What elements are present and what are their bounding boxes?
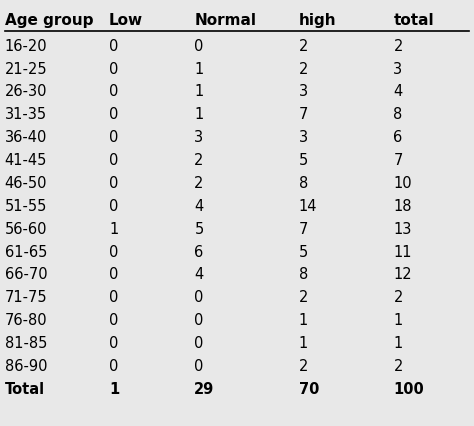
Text: 8: 8 <box>299 176 308 191</box>
Text: 0: 0 <box>109 291 118 305</box>
Text: 5: 5 <box>299 245 308 259</box>
Text: 1: 1 <box>109 222 118 237</box>
Text: 0: 0 <box>194 39 204 54</box>
Text: 0: 0 <box>194 291 204 305</box>
Text: Age group: Age group <box>5 13 93 28</box>
Text: 18: 18 <box>393 199 412 214</box>
Text: 1: 1 <box>194 84 204 99</box>
Text: 36-40: 36-40 <box>5 130 47 145</box>
Text: 0: 0 <box>109 313 118 328</box>
Text: 0: 0 <box>109 61 118 77</box>
Text: 0: 0 <box>109 336 118 351</box>
Text: 1: 1 <box>194 107 204 122</box>
Text: 29: 29 <box>194 382 215 397</box>
Text: 0: 0 <box>109 107 118 122</box>
Text: 2: 2 <box>299 61 308 77</box>
Text: 51-55: 51-55 <box>5 199 47 214</box>
Text: 11: 11 <box>393 245 412 259</box>
Text: total: total <box>393 13 434 28</box>
Text: 0: 0 <box>109 84 118 99</box>
Text: 2: 2 <box>299 291 308 305</box>
Text: 0: 0 <box>109 359 118 374</box>
Text: 5: 5 <box>194 222 204 237</box>
Text: 0: 0 <box>194 359 204 374</box>
Text: 13: 13 <box>393 222 412 237</box>
Text: high: high <box>299 13 336 28</box>
Text: 0: 0 <box>109 268 118 282</box>
Text: 2: 2 <box>393 291 403 305</box>
Text: 0: 0 <box>194 313 204 328</box>
Text: 12: 12 <box>393 268 412 282</box>
Text: 2: 2 <box>393 39 403 54</box>
Text: 7: 7 <box>393 153 403 168</box>
Text: 14: 14 <box>299 199 317 214</box>
Text: 4: 4 <box>194 199 204 214</box>
Text: 2: 2 <box>194 153 204 168</box>
Text: 8: 8 <box>299 268 308 282</box>
Text: 66-70: 66-70 <box>5 268 47 282</box>
Text: 4: 4 <box>194 268 204 282</box>
Text: 0: 0 <box>109 153 118 168</box>
Text: 0: 0 <box>194 336 204 351</box>
Text: 41-45: 41-45 <box>5 153 47 168</box>
Text: 4: 4 <box>393 84 403 99</box>
Text: 81-85: 81-85 <box>5 336 47 351</box>
Text: 1: 1 <box>299 336 308 351</box>
Text: 31-35: 31-35 <box>5 107 47 122</box>
Text: 7: 7 <box>299 107 308 122</box>
Text: 16-20: 16-20 <box>5 39 47 54</box>
Text: 1: 1 <box>299 313 308 328</box>
Text: 56-60: 56-60 <box>5 222 47 237</box>
Text: 76-80: 76-80 <box>5 313 47 328</box>
Text: 3: 3 <box>393 61 402 77</box>
Text: 0: 0 <box>109 176 118 191</box>
Text: 0: 0 <box>109 39 118 54</box>
Text: 6: 6 <box>393 130 403 145</box>
Text: 3: 3 <box>194 130 203 145</box>
Text: 6: 6 <box>194 245 204 259</box>
Text: 2: 2 <box>299 359 308 374</box>
Text: 3: 3 <box>299 130 308 145</box>
Text: 0: 0 <box>109 245 118 259</box>
Text: 5: 5 <box>299 153 308 168</box>
Text: 7: 7 <box>299 222 308 237</box>
Text: Total: Total <box>5 382 45 397</box>
Text: 10: 10 <box>393 176 412 191</box>
Text: 61-65: 61-65 <box>5 245 47 259</box>
Text: 26-30: 26-30 <box>5 84 47 99</box>
Text: 21-25: 21-25 <box>5 61 47 77</box>
Text: 2: 2 <box>299 39 308 54</box>
Text: 1: 1 <box>393 336 403 351</box>
Text: 1: 1 <box>393 313 403 328</box>
Text: 3: 3 <box>299 84 308 99</box>
Text: 70: 70 <box>299 382 319 397</box>
Text: 0: 0 <box>109 199 118 214</box>
Text: 1: 1 <box>109 382 119 397</box>
Text: 2: 2 <box>393 359 403 374</box>
Text: 1: 1 <box>194 61 204 77</box>
Text: Normal: Normal <box>194 13 256 28</box>
Text: 2: 2 <box>194 176 204 191</box>
Text: 8: 8 <box>393 107 403 122</box>
Text: 71-75: 71-75 <box>5 291 47 305</box>
Text: 46-50: 46-50 <box>5 176 47 191</box>
Text: Low: Low <box>109 13 143 28</box>
Text: 0: 0 <box>109 130 118 145</box>
Text: 100: 100 <box>393 382 424 397</box>
Text: 86-90: 86-90 <box>5 359 47 374</box>
